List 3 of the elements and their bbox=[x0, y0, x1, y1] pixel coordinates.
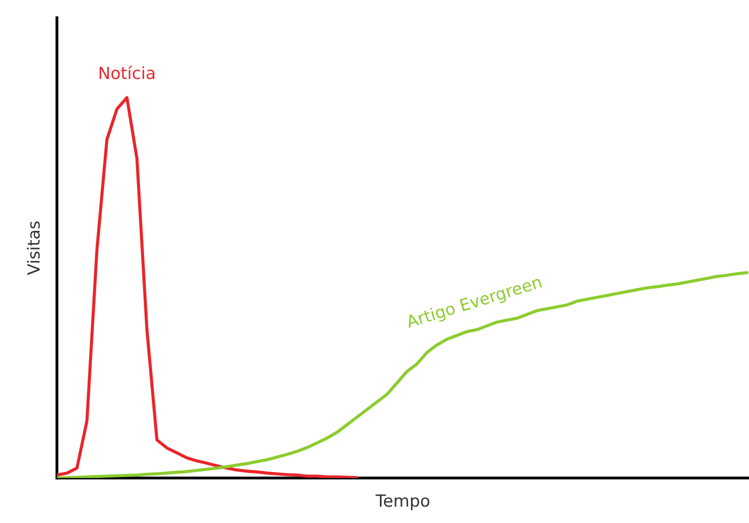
x-axis-title: Tempo bbox=[376, 494, 430, 510]
series-label: Notícia bbox=[100, 66, 154, 80]
y-axis-title: Visitas bbox=[26, 222, 40, 275]
